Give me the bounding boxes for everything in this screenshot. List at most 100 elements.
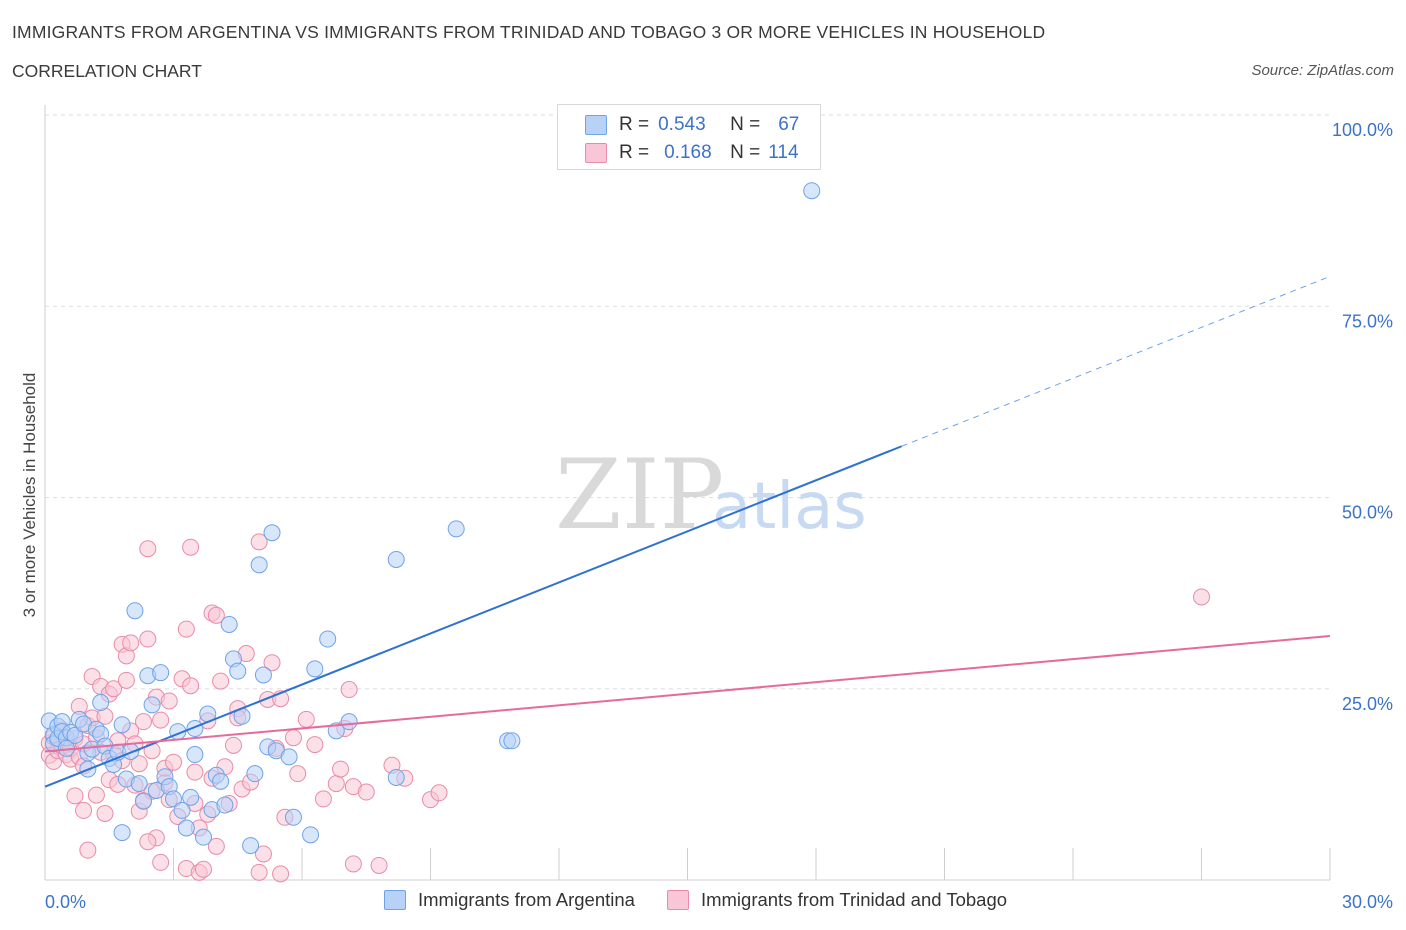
argentina-point [280,748,298,766]
trinidad-point [357,783,375,801]
y-axis-label: 3 or more Vehicles in Household [20,372,39,618]
chart-title: IMMIGRANTS FROM ARGENTINA VS IMMIGRANTS … [12,22,1046,42]
trinidad-point [370,856,388,874]
argentina-point [250,556,268,574]
trinidad-point [272,865,290,883]
trinidad-point [139,540,157,558]
trinidad-point [152,853,170,871]
argentina-point [246,765,264,783]
trinidad-point [130,755,148,773]
argentina-point [263,524,281,542]
argentina-point [220,615,238,633]
trinidad-point [122,634,140,652]
argentina-r-value: 0.543 [658,114,706,135]
legend-item-argentina[interactable]: Immigrants from Argentina [384,889,635,911]
y-tick-label: 50.0% [1342,503,1393,523]
n-label: N = [730,142,761,163]
trinidad-swatch [585,143,607,163]
trinidad-point [105,680,123,698]
trinidad-point [165,753,182,771]
trinidad-point [66,787,84,805]
argentina-point [242,837,260,855]
argentina-point [302,826,320,844]
trinidad-point [117,671,135,689]
trinidad-point [160,692,178,710]
trinidad-point [254,845,272,863]
trinidad-point [289,765,307,783]
r-label: R = [619,114,650,135]
argentina-point [113,824,131,842]
r-label: R = [619,142,650,163]
trinidad-point [263,654,281,672]
trinidad-point [314,790,332,808]
argentina-point [113,716,131,734]
argentina-point [254,666,272,684]
y-tick-label: 25.0% [1342,694,1393,714]
trinidad-point [297,710,315,728]
argentina-point [306,660,324,678]
trinidad-trend-line [44,634,1331,753]
trinidad-point [87,786,105,804]
trinidad-point [182,677,200,695]
stats-legend: R = 0.543 N = 67 R = 0.168 N = 114 [557,104,821,170]
argentina-point [212,772,230,790]
argentina-point [319,630,337,648]
trinidad-legend-swatch [666,890,689,910]
trinidad-point [135,713,153,731]
legend-item-trinidad[interactable]: Immigrants from Trinidad and Tobago [666,889,1008,911]
trinidad-points [40,533,1210,883]
tick-labels: 100.0% 75.0% 50.0% 25.0% 0.0% 30.0% [45,120,1393,912]
chart-subtitle: CORRELATION CHART [12,61,202,81]
trinidad-point [139,630,157,648]
trinidad-point [194,860,212,878]
argentina-point [130,775,148,793]
trinidad-r-value: 0.168 [664,142,712,163]
x-tick-label: 0.0% [45,892,86,912]
argentina-point [182,788,200,806]
argentina-point [340,713,358,731]
trinidad-point [250,863,268,881]
argentina-point [143,696,161,714]
argentina-swatch [585,115,607,135]
trinidad-point [224,736,242,754]
argentina-point [152,664,170,682]
y-tick-label: 100.0% [1332,120,1393,140]
argentina-point [122,742,140,760]
argentina-point [216,796,234,814]
trinidad-point [250,533,268,551]
argentina-trend-line [44,445,903,788]
trinidad-point [96,804,114,822]
argentina-point [92,694,110,712]
argentina-point [387,768,405,786]
trinidad-point [340,681,358,699]
argentina-point [165,790,182,808]
trinidad-point [186,763,204,781]
argentina-legend-swatch [384,890,406,910]
trinidad-point [430,784,448,802]
argentina-point [186,746,204,764]
argentina-point [66,726,84,744]
trinidad-point [212,672,230,690]
stats-row-trinidad: R = 0.168 N = 114 [558,138,799,168]
trinidad-point [75,801,93,819]
trinidad-point [284,729,302,747]
grid-lines [45,114,1330,690]
argentina-point [135,792,153,810]
trinidad-legend-label: Immigrants from Trinidad and Tobago [700,889,1008,910]
argentina-legend-label: Immigrants from Argentina [418,889,635,910]
trinidad-point [182,538,200,556]
trinidad-point [327,775,345,793]
argentina-point [173,801,191,819]
trinidad-point [332,760,350,778]
trend-lines [44,275,1331,788]
watermark-zip: ZIP [555,439,724,551]
trinidad-point [152,711,170,729]
argentina-n-value: 67 [778,114,800,135]
argentina-point [447,520,465,538]
trinidad-point [207,606,225,624]
argentina-point [503,732,521,750]
n-label: N = [730,114,761,135]
argentina-point [194,828,212,846]
argentina-trend-extension [901,275,1331,447]
trinidad-n-value: 114 [768,142,799,163]
